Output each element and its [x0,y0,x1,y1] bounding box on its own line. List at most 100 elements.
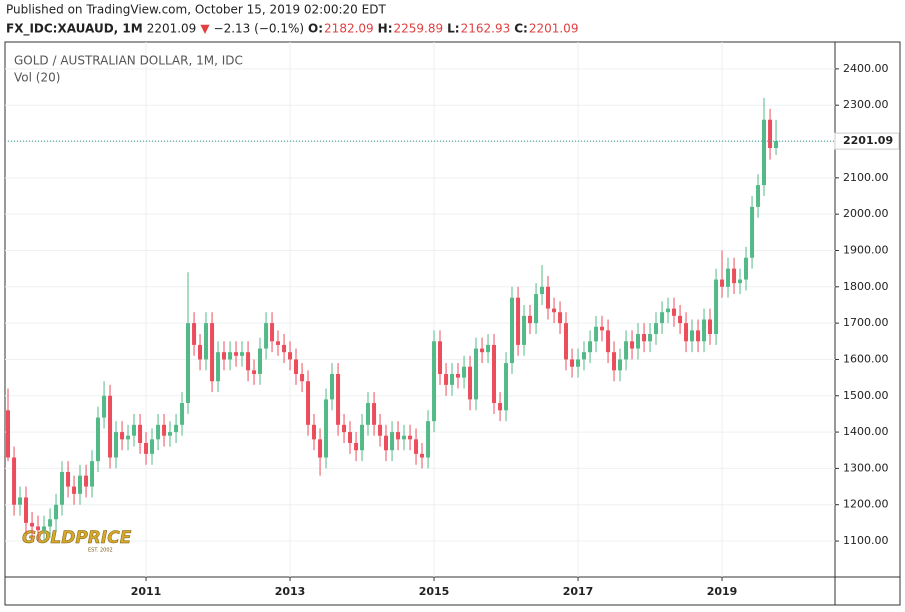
candle-body [426,421,431,458]
x-tick-label: 2015 [419,585,450,598]
candle-body [450,373,455,385]
candle-body [60,472,65,505]
candle-body [756,185,761,207]
candle-body [696,330,701,342]
candle-body [288,352,293,360]
candle-body [198,344,203,360]
y-tick-label: 1500.00 [843,389,889,402]
candle-body [546,286,551,309]
candle-body [126,435,131,440]
candle-body [156,424,161,440]
candle-body [516,297,521,345]
candle-body [390,432,395,451]
candle-body [318,439,323,458]
candle-body [372,403,377,425]
y-tick-label: 1900.00 [843,243,889,256]
y-tick-label: 1700.00 [843,316,889,329]
candle-body [30,522,35,527]
candle-body [414,439,419,454]
candle-body [522,315,527,345]
candle-body [102,395,107,418]
candle-body [552,308,557,313]
candle-body [642,334,647,342]
y-tick-label: 2100.00 [843,171,889,184]
candle-body [708,319,713,335]
candle-body [162,424,167,436]
candle-body [42,526,47,531]
candle-body [12,457,17,505]
y-tick-label: 2000.00 [843,207,889,220]
candle-body [24,497,29,523]
candle-body [462,366,467,378]
candle-body [204,323,209,360]
candle-body [510,297,515,364]
candle-body [630,341,635,349]
candle-body [660,312,665,324]
candle-body [594,326,599,342]
candle-body [648,334,653,342]
candle-body [396,432,401,440]
candle-body [732,268,737,284]
watermark-sub: EST. 2002 [88,548,113,554]
candle-body [276,341,281,345]
candle-body [600,326,605,331]
candle-body [774,141,779,149]
high-value: 2259.89 [394,22,444,36]
candle-body [576,359,581,367]
candle-body [168,432,173,436]
candle-body [726,268,731,287]
candle-body [336,373,341,425]
low-label: L: [447,22,459,36]
change: −2.13 (−0.1%) [214,22,305,36]
candle-body [666,308,671,313]
candle-body [456,373,461,378]
candle-body [270,323,275,342]
candle-body [678,315,683,324]
candle-body [480,348,485,353]
chart-subtitle: Vol (20) [14,71,60,85]
candle-body [378,424,383,436]
candle-body [96,417,101,462]
candle-body [216,352,221,382]
candle-body [558,312,563,324]
candle-body [48,519,53,527]
candle-body [528,315,533,324]
y-tick-label: 2400.00 [843,62,889,75]
candle-body [720,279,725,287]
candle-body [684,323,689,342]
candle-body [534,294,539,324]
candle-body [468,366,473,400]
candle-body [744,257,749,280]
candle-body [264,323,269,349]
candle-body [114,432,119,458]
candle-body [420,453,425,458]
candle-body [132,424,137,436]
watermark: GOLDPRICE [22,528,132,548]
candle-body [564,323,569,360]
candle-body [714,279,719,335]
y-tick-label: 1300.00 [843,461,889,474]
candle-body [78,475,83,494]
low-value: 2162.93 [461,22,511,36]
candle-body [342,424,347,433]
candle-body [354,442,359,451]
last-price: 2201.09 [147,22,197,36]
candle-body [72,486,77,494]
candle-body [306,381,311,425]
published-note: Published on TradingView.com, October 15… [6,3,386,17]
candle-body [90,461,95,487]
candle-body [444,373,449,385]
candle-body [84,475,89,487]
candle-body [750,206,755,258]
candle-body [624,341,629,360]
candle-body [432,341,437,422]
candle-body [186,323,191,404]
candle-body [438,341,443,374]
open-label: O: [308,22,323,36]
x-tick-label: 2017 [563,585,594,598]
candle-body [294,359,299,374]
candle-body [240,352,245,356]
